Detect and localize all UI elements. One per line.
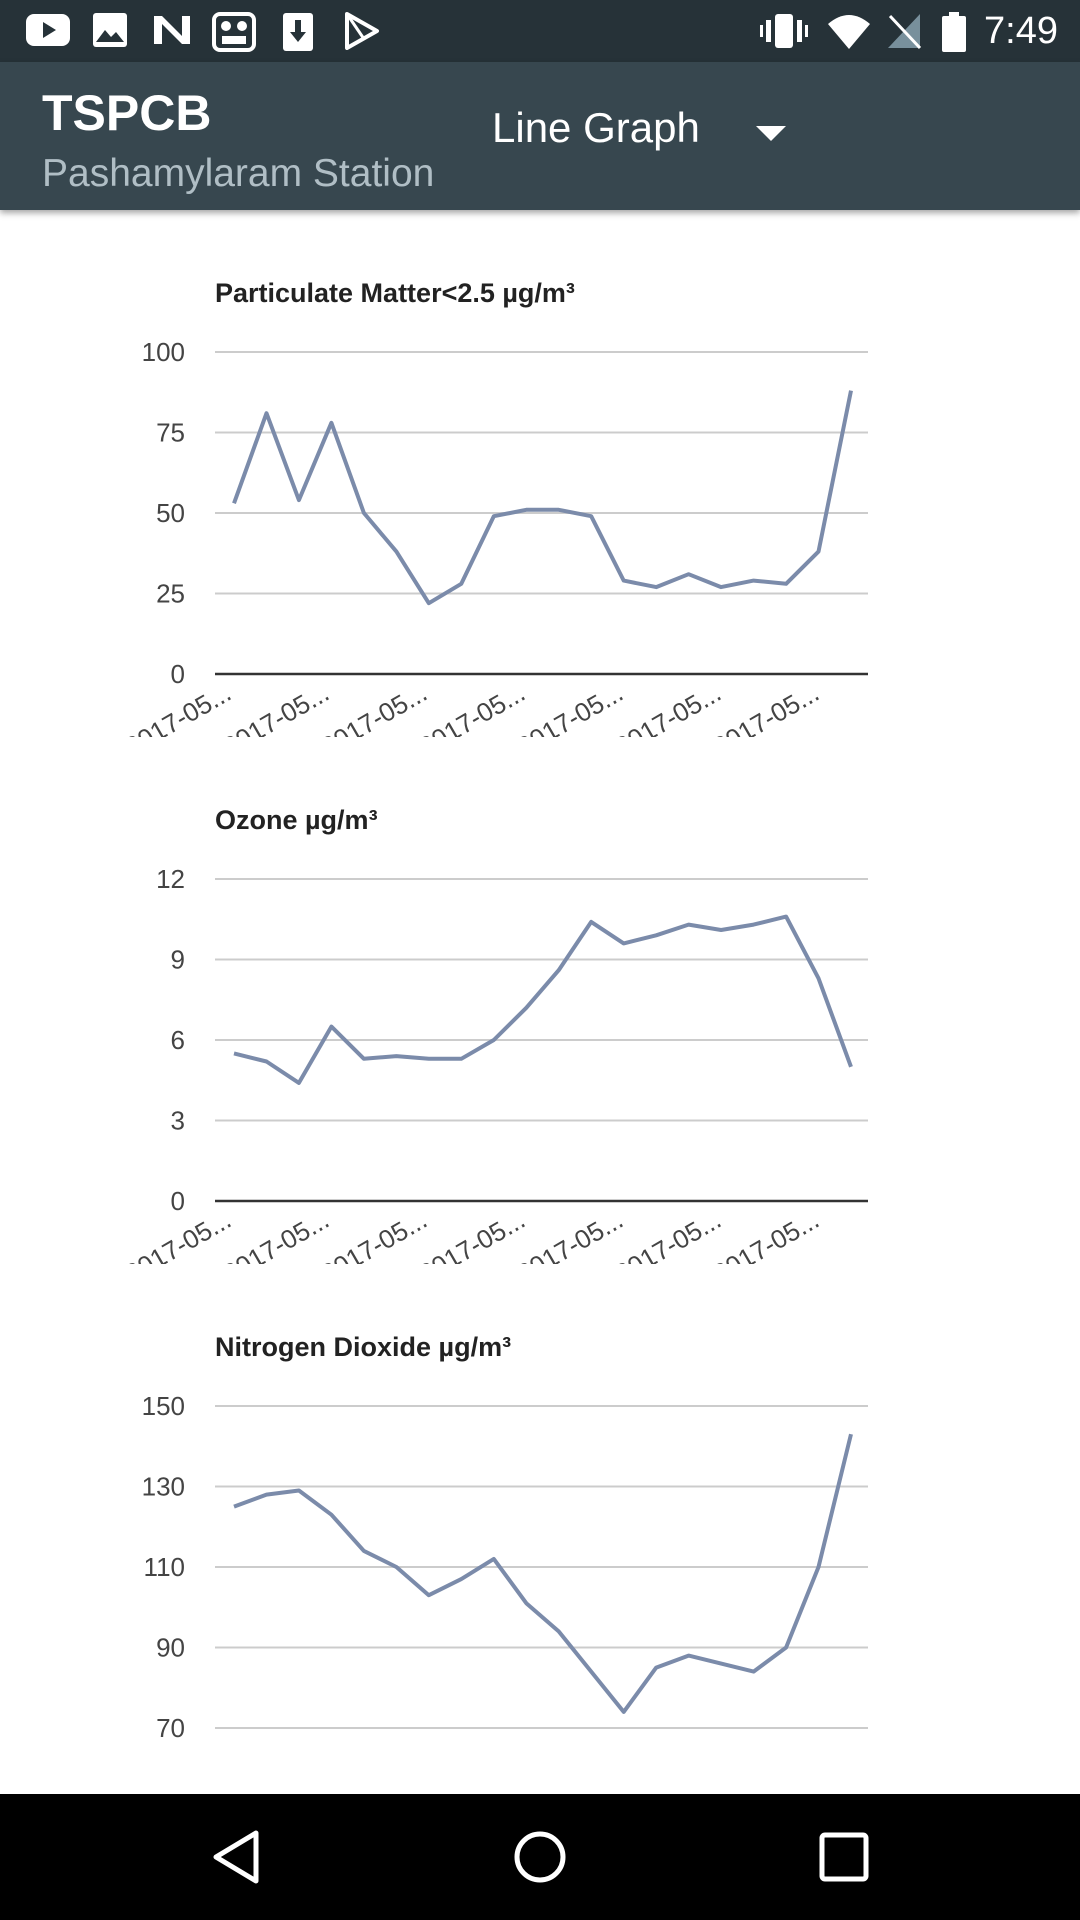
y-tick-label: 75 xyxy=(156,418,185,448)
y-tick-label: 0 xyxy=(171,1186,185,1216)
news-icon xyxy=(154,16,190,44)
y-tick-label: 70 xyxy=(156,1713,185,1743)
y-tick-label: 50 xyxy=(156,498,185,528)
dropdown-arrow-icon xyxy=(756,126,786,141)
home-icon[interactable] xyxy=(508,1825,572,1889)
x-tick-label: 2017-05... xyxy=(218,1204,334,1264)
y-tick-label: 3 xyxy=(171,1106,185,1136)
back-icon[interactable] xyxy=(204,1825,268,1889)
battery-icon xyxy=(942,12,966,52)
y-tick-label: 150 xyxy=(142,1391,185,1421)
x-tick-label: 2017-05... xyxy=(708,677,824,737)
x-tick-label: 2017-05... xyxy=(218,677,334,737)
x-tick-label: 2017-05... xyxy=(414,1204,530,1264)
no-signal-icon xyxy=(888,14,922,50)
y-tick-label: 110 xyxy=(144,1552,185,1582)
x-tick-label: 2017-05... xyxy=(512,677,628,737)
wifi-icon xyxy=(828,15,870,49)
y-tick-label: 100 xyxy=(142,337,185,367)
y-tick-label: 0 xyxy=(171,659,185,689)
x-tick-label: 2017-05... xyxy=(708,1204,824,1264)
charts-container[interactable]: Particulate Matter<2.5 µg/m³ 0 25 50 75 100 2… xyxy=(0,210,1080,1794)
y-tick-label: 25 xyxy=(156,579,185,609)
graph-type-dropdown[interactable]: Line Graph xyxy=(480,90,800,170)
x-tick-label: 2017-05... xyxy=(414,677,530,737)
app-bar: TSPCB Pashamylaram Station Line Graph xyxy=(0,62,1080,210)
chart-pm25: Particulate Matter<2.5 µg/m³ 0 25 50 75 100 2… xyxy=(120,278,868,737)
y-tick-label: 6 xyxy=(171,1025,185,1055)
chart-ozone: Ozone µg/m³ 0369122017-05...2017-05...20… xyxy=(120,805,868,1264)
x-tick-label: 2017-05... xyxy=(316,1204,432,1264)
x-tick-label: 2017-05... xyxy=(610,1204,726,1264)
play-store-icon xyxy=(345,12,379,50)
chart-title: Ozone µg/m³ xyxy=(215,805,378,835)
y-tick-label: 12 xyxy=(156,864,185,894)
x-tick-label: 2017-05... xyxy=(512,1204,628,1264)
vibrate-icon xyxy=(760,14,808,48)
graph-type-selected: Line Graph xyxy=(492,104,700,151)
clock: 7:49 xyxy=(984,10,1058,52)
x-tick-label: 2017-05... xyxy=(316,677,432,737)
youtube-icon xyxy=(26,14,70,46)
recents-icon[interactable] xyxy=(812,1825,876,1889)
chart-title: Nitrogen Dioxide µg/m³ xyxy=(215,1332,511,1362)
chart-no2: Nitrogen Dioxide µg/m³ 70 90 110 130 150 xyxy=(142,1332,868,1743)
series-line xyxy=(233,914,853,1085)
y-tick-label: 90 xyxy=(156,1633,185,1663)
navigation-bar xyxy=(0,1794,1080,1920)
y-tick-label: 130 xyxy=(142,1472,185,1502)
app-title: TSPCB xyxy=(42,85,212,141)
y-tick-label: 9 xyxy=(171,945,185,975)
series-line xyxy=(232,390,853,606)
x-tick-label: 2017-05... xyxy=(610,677,726,737)
series-line xyxy=(233,1433,853,1714)
chart-title: Particulate Matter<2.5 µg/m³ xyxy=(215,278,575,308)
download-icon xyxy=(283,13,313,51)
image-icon xyxy=(93,13,127,47)
status-bar: 7:49 xyxy=(0,0,1080,62)
station-name: Pashamylaram Station xyxy=(42,152,435,195)
robot-app-icon xyxy=(212,12,256,52)
